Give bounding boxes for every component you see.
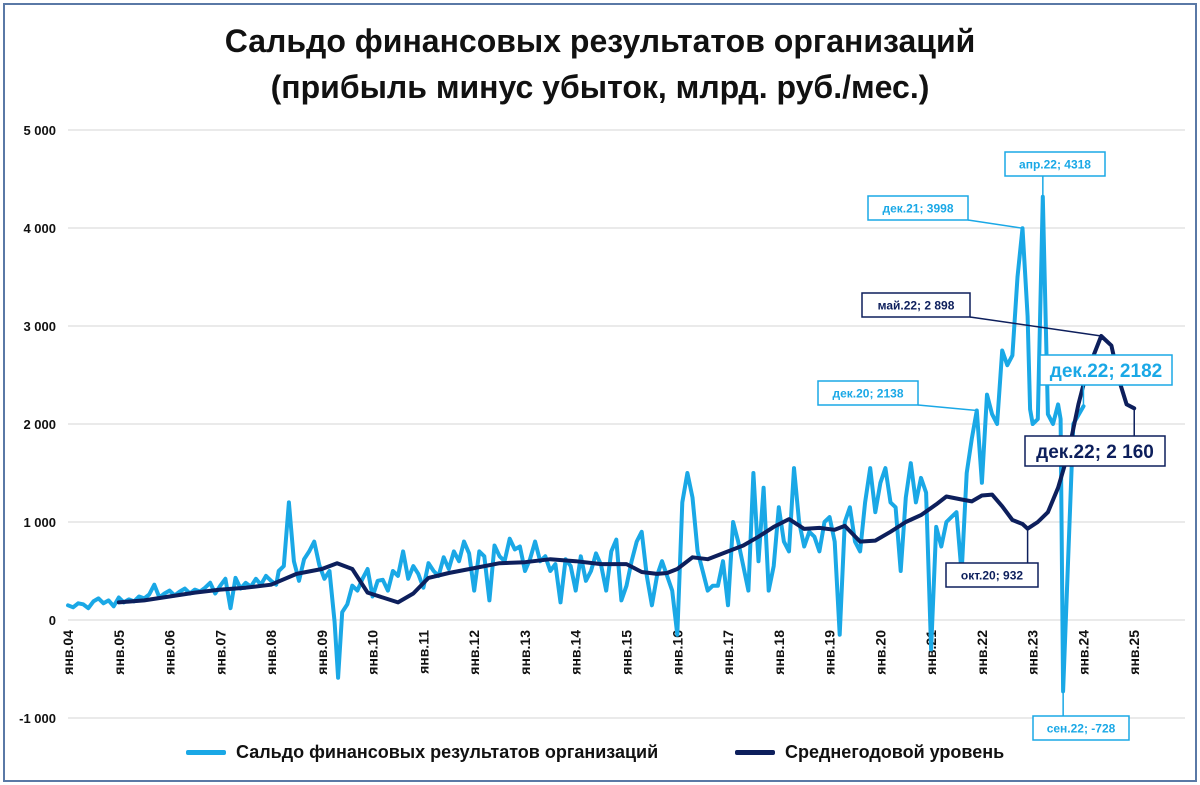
x-tick-label: янв.18	[771, 630, 787, 675]
x-tick-label: янв.04	[60, 630, 76, 675]
series-line-monthly	[66, 194, 1086, 694]
annotation-box	[945, 562, 1039, 588]
annotation-label: сен.22; -728	[1047, 721, 1116, 735]
y-tick-label: 5 000	[23, 123, 56, 138]
x-tick-label: янв.07	[212, 630, 228, 675]
x-tick-label: янв.23	[1025, 630, 1041, 675]
chart-title-line2: (прибыль минус убыток, млрд. руб./мес.)	[270, 69, 930, 105]
y-tick-label: 3 000	[23, 319, 56, 334]
x-tick-label: янв.17	[720, 630, 736, 675]
y-tick-label: 2 000	[23, 417, 56, 432]
y-tick-label: 0	[49, 613, 56, 628]
x-tick-label: янв.22	[974, 630, 990, 675]
annotation-box	[1032, 715, 1130, 741]
annotation-box	[1004, 151, 1106, 177]
annotation-label: май.22; 2 898	[878, 298, 955, 312]
annotation-box	[867, 195, 969, 221]
annotation-box	[1024, 435, 1166, 467]
x-tick-label: янв.08	[263, 630, 279, 675]
legend-item-average: Среднегодовой уровень	[735, 742, 1004, 763]
x-tick-label: янв.05	[111, 630, 127, 675]
legend-item-monthly: Сальдо финансовых результатов организаци…	[186, 742, 658, 763]
x-tick-label: янв.16	[669, 630, 685, 675]
annotation-box	[817, 380, 919, 406]
x-tick-label: янв.20	[872, 630, 888, 675]
annotation-box	[861, 292, 971, 318]
legend-average-swatch	[735, 750, 775, 755]
annotation-leader	[917, 404, 977, 412]
annotation-label: дек.20; 2138	[832, 386, 903, 400]
annotation-label: дек.22; 2182	[1050, 361, 1162, 382]
x-tick-label: янв.10	[365, 630, 381, 675]
y-tick-label: -1 000	[19, 711, 56, 726]
annotation-label: апр.22; 4318	[1019, 157, 1091, 171]
legend-average-label: Среднегодовой уровень	[785, 742, 1005, 762]
y-tick-label: 4 000	[23, 221, 56, 236]
annotation-box	[1039, 354, 1173, 386]
annotation-label: окт.20; 932	[961, 568, 1024, 582]
annotation-label: дек.22; 2 160	[1036, 442, 1154, 463]
x-tick-label: янв.12	[466, 630, 482, 675]
annotation-label: дек.21; 3998	[882, 201, 953, 215]
x-tick-label: янв.15	[619, 630, 635, 675]
x-tick-label: янв.21	[923, 630, 939, 675]
x-tick-label: янв.25	[1126, 630, 1142, 675]
chart-title-line1: Сальдо финансовых результатов организаци…	[224, 23, 976, 59]
legend-monthly-label: Сальдо финансовых результатов организаци…	[236, 742, 659, 762]
legend-monthly-swatch	[186, 750, 226, 755]
chart-title: Сальдо финансовых результатов организаци…	[0, 18, 1200, 110]
annotation-leader	[969, 316, 1102, 337]
x-tick-label: янв.09	[314, 630, 330, 675]
x-tick-label: янв.19	[822, 630, 838, 675]
x-tick-label: янв.06	[162, 630, 178, 675]
x-tick-label: янв.11	[415, 630, 431, 674]
x-tick-label: янв.13	[517, 630, 533, 675]
annotation-leader	[967, 219, 1023, 229]
legend: Сальдо финансовых результатов организаци…	[0, 742, 1200, 768]
x-tick-label: янв.24	[1075, 630, 1091, 675]
series-line-average	[116, 334, 1137, 605]
x-tick-label: янв.14	[568, 630, 584, 675]
y-tick-label: 1 000	[23, 515, 56, 530]
